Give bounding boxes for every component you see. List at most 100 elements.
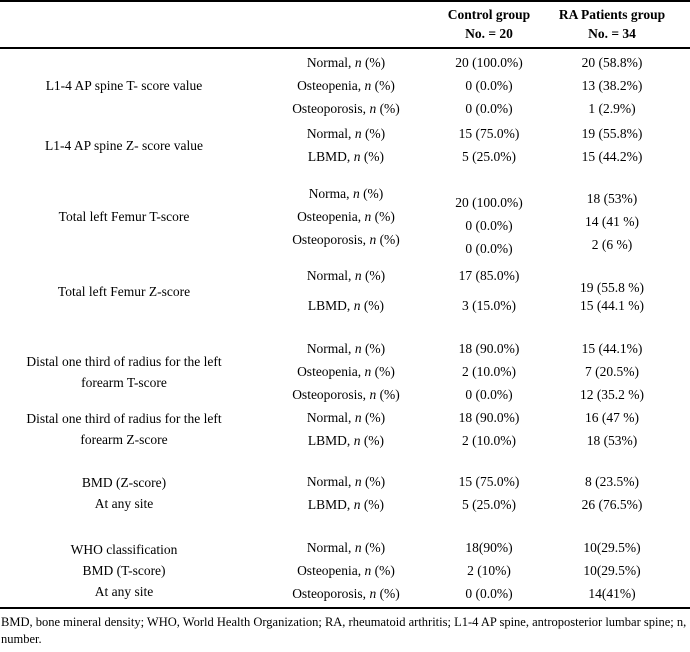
control-value: 18(90%) [465,540,513,555]
control-value: 3 (15.0%) [462,298,516,313]
measure-label: LBMD, n (%) [307,497,385,512]
measure-label: Osteopenia, n (%) [297,78,395,93]
group-label-line: forearm Z-score [80,432,168,447]
control-values: 15 (75.0%) 5 (25.0%) [444,122,534,168]
ra-value: 2 (6 %) [591,237,633,252]
control-values: 20 (100.0%) 0 (0.0%) 0 (0.0%) [444,191,534,260]
n-symbol: n [353,149,361,164]
n-symbol: n [354,341,362,356]
row-group-radius-z-score: Distal one third of radius for the left … [0,406,690,452]
control-value: 2 (10.0%) [462,433,516,448]
measure-label: Normal, n (%) [306,55,386,70]
n-symbol: n [364,209,372,224]
group-label: BMD (Z-score) At any site [0,470,248,516]
group-label: Total left Femur T-score [0,182,248,251]
control-values: 18 (90.0%) 2 (10.0%) [444,406,534,452]
ra-value: 10(29.5%) [583,540,641,555]
n-symbol: n [369,586,377,601]
control-group-count: No. = 20 [465,26,513,41]
group-label-line: BMD (Z-score) [81,475,167,490]
measure-label: Normal, n (%) [306,540,386,555]
control-value: 20 (100.0%) [455,55,523,70]
table-footnote: BMD, bone mineral density; WHO, World He… [1,615,687,646]
n-symbol: n [364,78,372,93]
measure-label: Normal, n (%) [306,341,386,356]
group-label: Distal one third of radius for the left … [0,406,248,452]
header-empty-variable-col [0,5,248,43]
table-header-row: Control group No. = 20 RA Patients group… [0,2,690,49]
measure-label: Normal, n (%) [306,474,386,489]
n-symbol: n [354,126,362,141]
measure-label: Normal, n (%) [306,410,386,425]
n-symbol: n [354,474,362,489]
ra-value: 15 (44.1%) [581,341,643,356]
ra-value: 8 (23.5%) [585,474,639,489]
measure-label: Osteopenia, n (%) [297,209,395,224]
ra-group-count: No. = 34 [588,26,636,41]
measure-labels: Normal, n (%) LBMD, n (%) [248,122,444,168]
group-label-line: At any site [94,584,154,599]
control-values: 20 (100.0%) 0 (0.0%) 0 (0.0%) [444,51,534,120]
ra-value: 14 (41 %) [585,214,639,229]
n-symbol: n [353,298,361,313]
ra-value: 13 (38.2%) [581,78,643,93]
ra-values: 15 (44.1%) 7 (20.5%) 12 (35.2 %) [534,337,690,406]
measure-labels: Normal, n (%) Osteopenia, n (%) Osteopor… [248,51,444,120]
control-values: 18(90%) 2 (10%) 0 (0.0%) [444,536,534,605]
n-symbol: n [364,563,372,578]
n-symbol: n [354,55,362,70]
measure-labels: Normal, n (%) Osteopenia, n (%) Osteopor… [248,536,444,605]
table-body: L1-4 AP spine T- score value Normal, n (… [0,51,690,609]
control-value: 0 (0.0%) [465,78,513,93]
control-value: 17 (85.0%) [458,268,520,283]
group-label-line: L1-4 AP spine Z- score value [44,137,204,153]
measure-label: Osteopenia, n (%) [297,563,395,578]
ra-values: 16 (47 %) 18 (53%) [534,406,690,452]
row-group-l14-t-score: L1-4 AP spine T- score value Normal, n (… [0,51,690,120]
n-symbol: n [354,410,362,425]
control-group-name: Control group [447,7,531,22]
measure-label: LBMD, n (%) [307,433,385,448]
control-value: 0 (0.0%) [465,586,513,601]
row-group-femur-z-score: Total left Femur Z-score Normal, n (%) L… [0,261,690,321]
group-label-line: BMD (T-score) [82,563,166,578]
n-symbol: n [353,433,361,448]
control-value: 2 (10%) [467,563,511,578]
ra-value: 15 (44.2%) [581,149,643,164]
ra-values: 10(29.5%) 10(29.5%) 14(41%) [534,536,690,605]
measure-label: Osteoporosis, n (%) [292,586,400,601]
ra-values: 20 (58.8%) 13 (38.2%) 1 (2.9%) [534,51,690,120]
measure-label: Osteoporosis, n (%) [292,387,400,402]
ra-values: 8 (23.5%) 26 (76.5%) [534,470,690,516]
control-value: 15 (75.0%) [458,474,520,489]
measure-label: Osteopenia, n (%) [297,364,395,379]
measure-label: Norma, n (%) [308,186,384,201]
ra-group-name: RA Patients group [558,7,666,22]
group-label-line: L1-4 AP spine T- score value [45,78,203,93]
group-label-line: Total left Femur Z-score [57,283,191,299]
ra-value: 1 (2.9%) [588,101,636,116]
control-value: 18 (90.0%) [458,410,520,425]
group-label-line: forearm T-score [81,374,167,390]
control-value: 5 (25.0%) [462,149,516,164]
row-group-bmd-z-any-site: BMD (Z-score) At any site Normal, n (%) … [0,470,690,516]
measure-label: Normal, n (%) [306,268,386,283]
measure-label: Osteoporosis, n (%) [292,232,400,247]
group-label-line: WHO classification [70,542,178,557]
control-value: 2 (10.0%) [462,364,516,379]
ra-value: 20 (58.8%) [581,55,643,70]
control-value: 18 (90.0%) [458,341,520,356]
group-label-line: At any site [94,496,154,511]
group-label-line: Distal one third of radius for the left [26,353,222,369]
group-label: Distal one third of radius for the left … [0,337,248,406]
group-label-line: Total left Femur T-score [58,209,190,224]
row-group-who-classification: WHO classification BMD (T-score) At any … [0,536,690,605]
group-label: L1-4 AP spine Z- score value [0,122,248,168]
ra-value: 19 (55.8%) [581,126,643,141]
n-symbol: n [354,540,362,555]
control-values: 18 (90.0%) 2 (10.0%) 0 (0.0%) [444,337,534,406]
control-value: 0 (0.0%) [465,218,513,233]
group-label: Total left Femur Z-score [0,261,248,321]
control-value: 15 (75.0%) [458,126,520,141]
